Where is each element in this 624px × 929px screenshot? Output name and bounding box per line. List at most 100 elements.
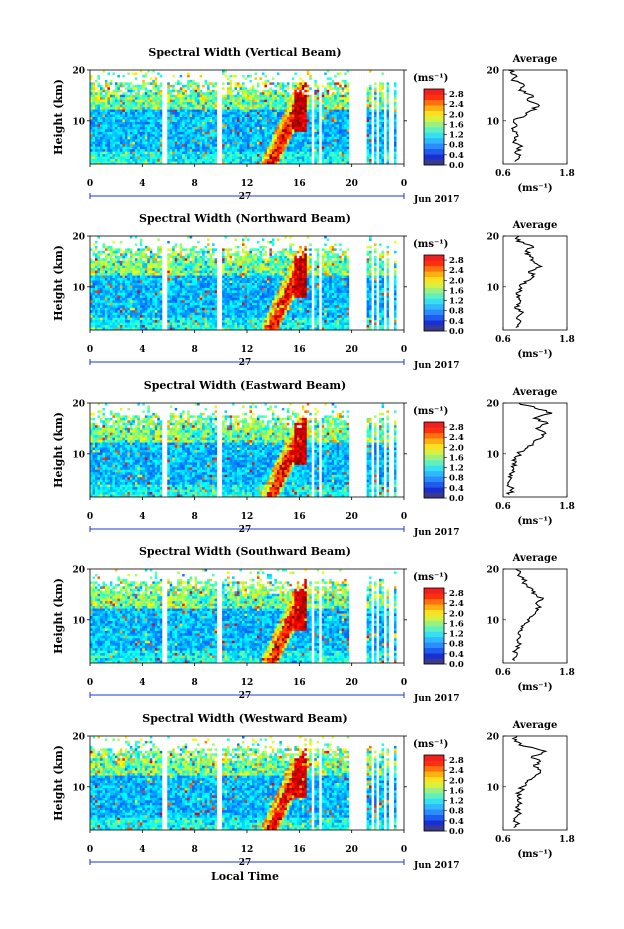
colorbar-tick-label: 1.2: [449, 797, 464, 807]
colorbar-unit-label: (ms⁻¹): [413, 239, 448, 250]
avg-x-tick-label: 1.8: [559, 502, 575, 512]
colorbar-band: [424, 793, 444, 799]
colorbar-band: [424, 470, 444, 477]
x-tick-label: 16: [293, 179, 306, 189]
colorbar-unit-label: (ms⁻¹): [413, 73, 448, 84]
colorbar-band: [424, 771, 444, 778]
colorbar-band: [424, 121, 444, 128]
x-tick-label: 0: [87, 678, 93, 688]
colorbar-tick-label: 1.6: [449, 453, 464, 463]
avg-x-tick-label: 0.6: [495, 668, 511, 678]
avg-y-tick-label: 10: [486, 450, 499, 460]
colorbar-band: [424, 99, 444, 106]
x-tick-label: 0: [401, 345, 407, 355]
colorbar-tick-label: 0.8: [449, 474, 464, 484]
average-title: Average: [512, 720, 558, 731]
average-title: Average: [512, 387, 558, 398]
avg-y-tick-label: 20: [486, 233, 499, 243]
colorbar-band: [424, 432, 444, 439]
heatmap: [89, 69, 405, 165]
colorbar-band: [424, 755, 444, 761]
avg-y-tick-label: 10: [486, 616, 499, 626]
colorbar-band: [424, 265, 444, 272]
colorbar-band: [424, 588, 444, 594]
colorbar-band: [424, 476, 444, 483]
colorbar-tick-label: 0.4: [449, 317, 464, 327]
panel-1: Spectral Width (Vertical Beam) Height (km…: [52, 46, 575, 205]
avg-profile-line: [505, 402, 553, 495]
x-tick-label: 16: [293, 512, 306, 522]
colorbar-tick-label: 0.0: [449, 161, 464, 171]
average-profile: Average 20 10 0.6 1.8 (ms⁻¹): [486, 387, 574, 527]
colorbar-tick-label: 2.0: [449, 443, 464, 453]
x-tick-label: 20: [345, 512, 358, 522]
colorbar-band: [424, 449, 444, 455]
avg-y-tick-label: 20: [486, 566, 499, 576]
colorbar-tick-label: 2.0: [449, 276, 464, 286]
avg-profile-line: [508, 69, 541, 162]
avg-x-tick-label: 1.8: [559, 835, 575, 845]
avg-x-tick-label: 1.8: [559, 668, 575, 678]
avg-profile-line: [513, 235, 544, 328]
x-tick-label: 4: [139, 678, 145, 688]
avg-x-axis-label: (ms⁻¹): [517, 849, 552, 860]
avg-x-axis-label: (ms⁻¹): [517, 183, 552, 194]
panel-4: Spectral Width (Southward Beam) Height (k…: [52, 545, 575, 704]
x-tick-label: 0: [401, 845, 407, 855]
colorbar-tick-label: 2.8: [449, 423, 464, 433]
avg-y-tick-label: 10: [486, 117, 499, 127]
panel-3: Spectral Width (Eastward Beam) Height (km…: [52, 379, 575, 538]
colorbar-band: [424, 148, 444, 155]
colorbar-band: [424, 287, 444, 294]
y-tick-label: 10: [72, 117, 85, 127]
colorbar-band: [424, 422, 444, 428]
panel-title: Spectral Width (Eastward Beam): [144, 379, 346, 392]
x-tick-label: 8: [192, 845, 198, 855]
colorbar-band: [424, 298, 444, 305]
colorbar-band: [424, 110, 444, 117]
x-tick-label: 20: [345, 179, 358, 189]
y-tick-label: 10: [72, 616, 85, 626]
colorbar-tick-label: 0.0: [449, 660, 464, 670]
colorbar-band: [424, 94, 444, 101]
colorbar-band: [424, 260, 444, 267]
x-tick-label: 12: [241, 345, 254, 355]
x-tick-label: 8: [192, 678, 198, 688]
avg-y-tick-label: 20: [486, 733, 499, 743]
x-tick-label: 0: [87, 845, 93, 855]
month-year-label: Jun 2017: [413, 861, 460, 871]
colorbar-band: [424, 487, 444, 493]
heatmap: [89, 402, 405, 498]
colorbar-band: [424, 820, 444, 826]
colorbar-tick-label: 2.4: [449, 766, 464, 776]
heatmap: [89, 235, 405, 331]
colorbar-band: [424, 427, 444, 434]
colorbar-unit-label: (ms⁻¹): [413, 406, 448, 417]
x-tick-label: 12: [241, 678, 254, 688]
colorbar-tick-label: 0.4: [449, 484, 464, 494]
colorbar-band: [424, 303, 444, 310]
avg-y-tick-label: 10: [486, 783, 499, 793]
month-year-label: Jun 2017: [413, 195, 460, 205]
avg-x-tick-label: 0.6: [495, 835, 511, 845]
y-tick-label: 10: [72, 450, 85, 460]
colorbar-tick-label: 1.6: [449, 286, 464, 296]
colorbar-band: [424, 787, 444, 794]
avg-y-tick-label: 20: [486, 67, 499, 77]
avg-x-axis-label: (ms⁻¹): [517, 682, 552, 693]
colorbar-band: [424, 438, 444, 445]
x-tick-label: 20: [345, 845, 358, 855]
colorbar: 2.82.42.01.61.20.80.40.0: [423, 421, 464, 504]
average-profile: Average 20 10 0.6 1.8 (ms⁻¹): [486, 553, 574, 693]
colorbar-band: [424, 137, 444, 144]
colorbar-tick-label: 1.6: [449, 786, 464, 796]
date-day-label: 27: [239, 525, 252, 535]
colorbar-band: [424, 809, 444, 816]
panel-title: Spectral Width (Southward Beam): [139, 545, 351, 558]
colorbar-band: [424, 159, 444, 166]
colorbar-band: [424, 642, 444, 649]
y-tick-label: 20: [72, 233, 85, 243]
colorbar-unit-label: (ms⁻¹): [413, 739, 448, 750]
colorbar-tick-label: 0.8: [449, 640, 464, 650]
panel-title: Spectral Width (Northward Beam): [139, 212, 351, 225]
